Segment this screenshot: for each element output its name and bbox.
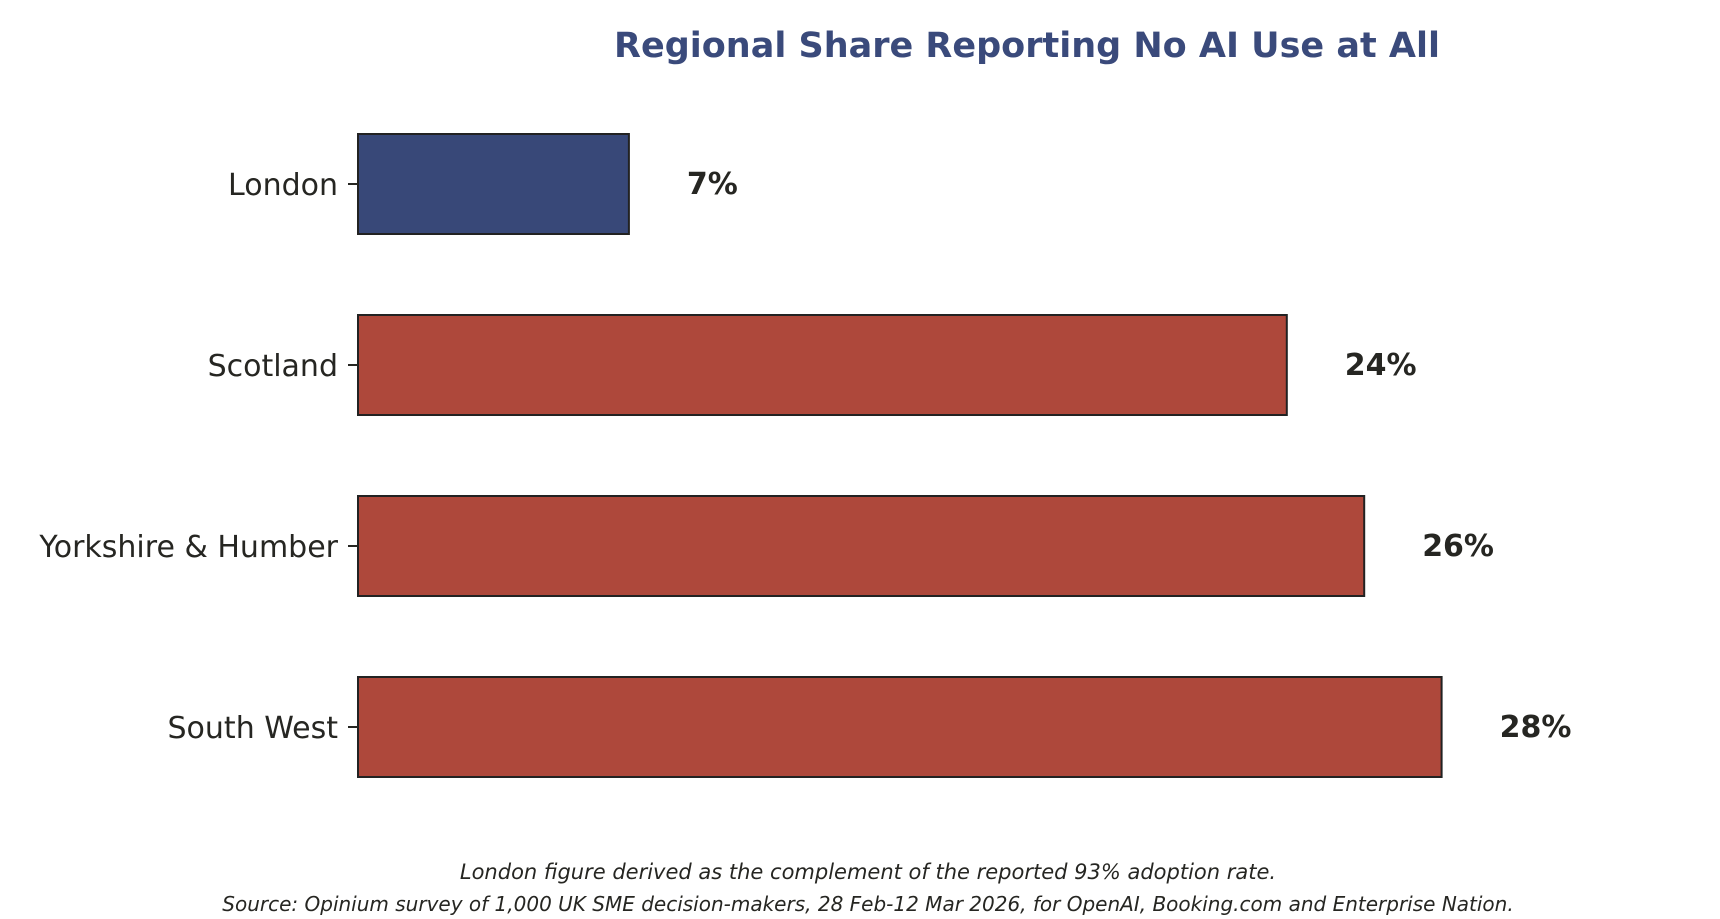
data-label-yorkshire-and-humber: 26% bbox=[1422, 529, 1494, 564]
data-label-scotland: 24% bbox=[1345, 348, 1417, 383]
bar-south-west bbox=[357, 676, 1443, 778]
data-label-london: 7% bbox=[687, 167, 738, 202]
chart-title: Regional Share Reporting No AI Use at Al… bbox=[614, 26, 1440, 66]
bar-scotland bbox=[357, 314, 1288, 416]
y-tick-label-south-west: South West bbox=[168, 711, 339, 746]
y-tick-label-yorkshire-and-humber: Yorkshire & Humber bbox=[38, 530, 338, 565]
y-axis-tick-labels: London Scotland Yorkshire & Humber South We… bbox=[38, 168, 338, 746]
source-note: Source: Opinium survey of 1,000 UK SME d… bbox=[222, 892, 1513, 916]
data-label-south-west: 28% bbox=[1500, 710, 1572, 745]
bar-london bbox=[357, 133, 630, 235]
data-labels: 7% 24% 26% 28% bbox=[687, 167, 1572, 745]
derivation-note: London figure derived as the complement … bbox=[460, 860, 1276, 884]
bar-yorkshire-and-humber bbox=[357, 495, 1366, 597]
y-tick-label-london: London bbox=[228, 168, 338, 203]
y-axis-ticks bbox=[348, 183, 358, 728]
bars-group bbox=[357, 133, 1443, 778]
y-tick-label-scotland: Scotland bbox=[208, 349, 338, 384]
